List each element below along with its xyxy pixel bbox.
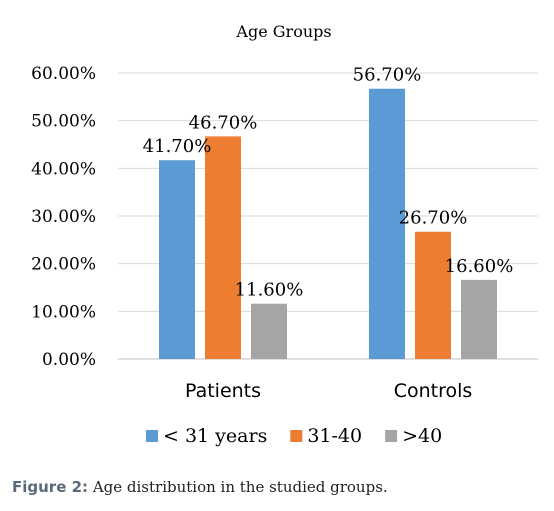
y-tick-label: 40.00% [31, 159, 96, 179]
x-axis-ticks: Patients Controls [185, 380, 472, 402]
caption-label: Figure 2: [12, 478, 89, 496]
data-label: 56.70% [353, 65, 422, 86]
bars [159, 88, 497, 359]
y-tick-label: 0.00% [42, 350, 96, 370]
legend-label: 31-40 [307, 425, 362, 447]
y-tick-label: 10.00% [31, 302, 96, 322]
bar-chart: Age Groups 0.00% 10.00% 20.00% 30.00% 40.00%… [31, 22, 538, 447]
data-labels: 41.70% 46.70% 11.60% 56.70% 26.70% 16.60% [143, 65, 514, 301]
chart-title: Age Groups [235, 22, 331, 41]
legend: < 31 years 31-40 >40 [146, 425, 442, 447]
x-tick-label: Patients [185, 380, 261, 402]
legend-swatch [146, 430, 158, 442]
figure-caption: Figure 2: Age distribution in the studie… [12, 478, 388, 496]
caption-text: Age distribution in the studied groups. [88, 478, 388, 496]
data-label: 26.70% [399, 208, 468, 229]
data-label: 11.60% [235, 280, 304, 301]
bar [251, 303, 287, 359]
data-label: 41.70% [143, 136, 212, 157]
bar [415, 231, 451, 359]
bar [205, 136, 241, 359]
bar [369, 88, 405, 359]
legend-swatch [385, 430, 398, 442]
y-tick-label: 20.00% [31, 255, 96, 275]
data-label: 16.60% [445, 256, 514, 277]
bar [461, 279, 497, 359]
bar [159, 160, 195, 359]
y-tick-label: 50.00% [31, 112, 96, 132]
legend-swatch [290, 430, 303, 442]
x-tick-label: Controls [394, 380, 473, 402]
legend-label: >40 [402, 425, 442, 447]
y-tick-label: 60.00% [31, 64, 96, 84]
data-label: 46.70% [189, 112, 258, 133]
y-tick-label: 30.00% [31, 207, 96, 227]
legend-label: < 31 years [163, 425, 267, 447]
y-axis-ticks: 0.00% 10.00% 20.00% 30.00% 40.00% 50.00% 60.00… [31, 64, 96, 370]
